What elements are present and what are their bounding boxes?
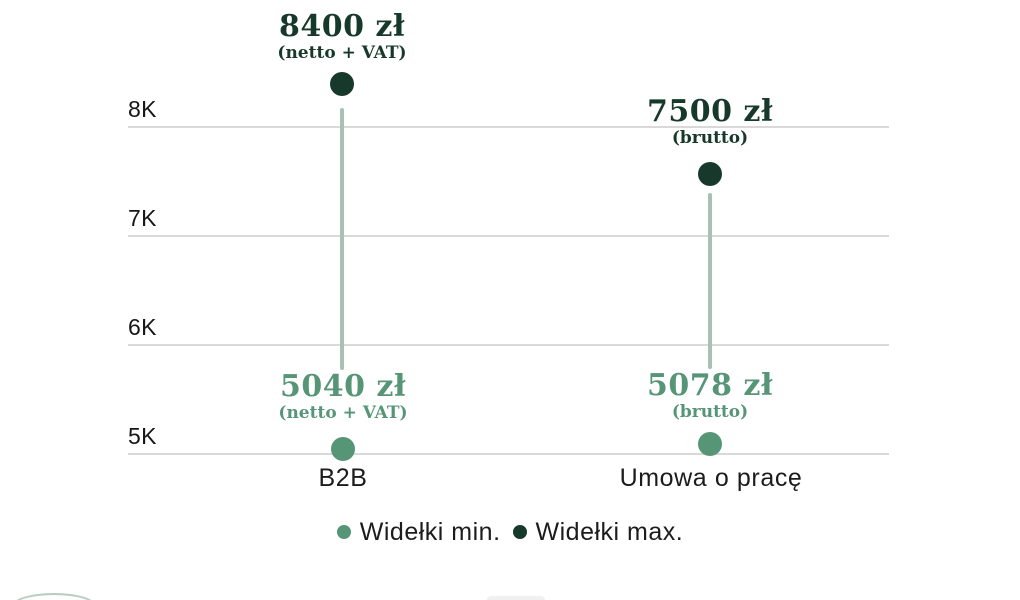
point-value-b2b-max: 8400 zł bbox=[278, 9, 406, 44]
range-stem-b2b bbox=[340, 108, 344, 370]
gridline-7k bbox=[128, 235, 889, 237]
legend-label-max: Widełki max. bbox=[535, 518, 684, 546]
point-note-b2b-max: (netto + VAT) bbox=[277, 43, 407, 63]
min-series-dot-icon bbox=[336, 525, 351, 539]
legend-item-widelki-min[interactable]: Widełki min. bbox=[336, 517, 501, 547]
range-stem-umowa bbox=[708, 193, 712, 369]
point-label-umowa-max: 7500 zł (brutto) bbox=[560, 97, 860, 149]
ytick-6k: 6K bbox=[128, 314, 157, 340]
gridline-5k bbox=[128, 453, 889, 455]
legend-label-min: Widełki min. bbox=[359, 518, 501, 546]
min-point-umowa[interactable] bbox=[698, 432, 722, 456]
gridline-6k bbox=[128, 344, 889, 346]
point-value-umowa-min: 5078 zł bbox=[646, 368, 774, 403]
point-note-umowa-min: (brutto) bbox=[671, 402, 749, 422]
decorative-smudge bbox=[487, 596, 545, 600]
ytick-8k: 8K bbox=[128, 96, 157, 122]
gridline-8k bbox=[128, 126, 889, 128]
max-point-b2b[interactable] bbox=[330, 72, 354, 96]
max-point-umowa[interactable] bbox=[698, 162, 722, 186]
point-label-b2b-min: 5040 zł (netto + VAT) bbox=[193, 372, 493, 424]
point-label-b2b-max: 8400 zł (netto + VAT) bbox=[192, 12, 492, 64]
point-note-umowa-max: (brutto) bbox=[671, 128, 749, 148]
ytick-7k: 7K bbox=[128, 205, 157, 231]
point-value-b2b-min: 5040 zł bbox=[279, 369, 407, 404]
decorative-ellipse bbox=[12, 593, 96, 600]
ytick-5k: 5K bbox=[128, 423, 157, 449]
max-series-dot-icon bbox=[512, 525, 527, 539]
category-label-b2b: B2B bbox=[318, 464, 368, 492]
category-label-umowa: Umowa o pracę bbox=[619, 464, 803, 492]
point-label-umowa-min: 5078 zł (brutto) bbox=[560, 371, 860, 423]
point-note-b2b-min: (netto + VAT) bbox=[278, 403, 408, 423]
point-value-umowa-max: 7500 zł bbox=[646, 94, 774, 129]
legend-item-widelki-max[interactable]: Widełki max. bbox=[512, 517, 684, 547]
chart-legend: Widełki min. Widełki max. bbox=[0, 517, 1020, 547]
min-point-b2b[interactable] bbox=[331, 437, 355, 461]
